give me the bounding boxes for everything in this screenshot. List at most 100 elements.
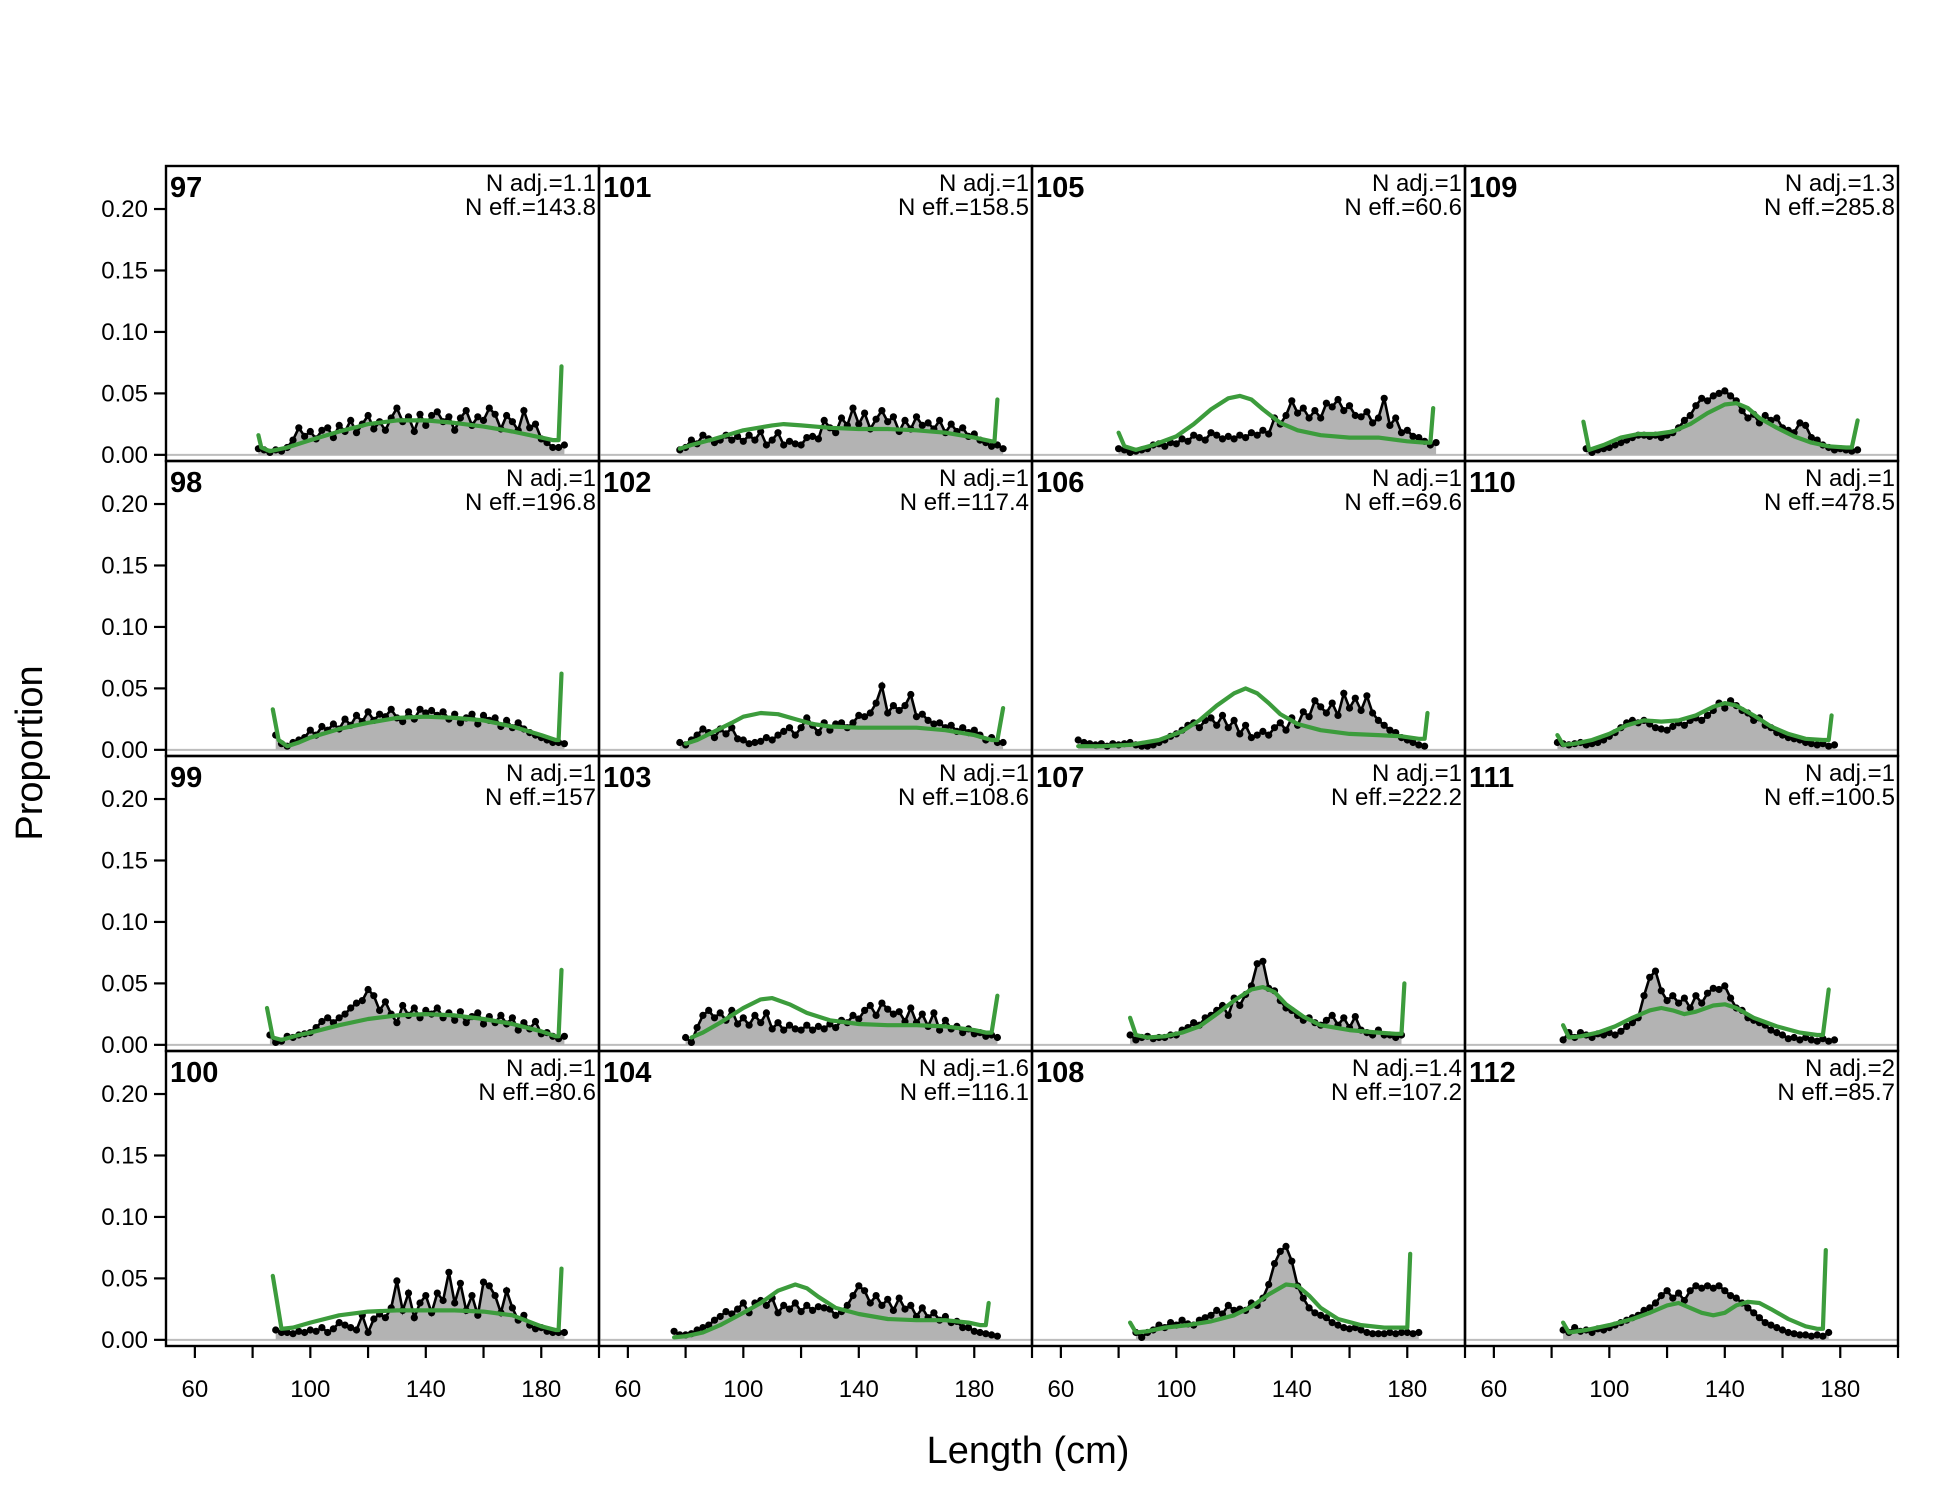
observed-point bbox=[1773, 414, 1781, 422]
observed-point bbox=[837, 719, 846, 727]
observed-point bbox=[1299, 404, 1307, 412]
observed-point bbox=[780, 1026, 788, 1034]
observed-point bbox=[1276, 719, 1284, 727]
observed-point bbox=[451, 426, 459, 434]
observed-point bbox=[1421, 742, 1429, 750]
observed-point bbox=[347, 416, 355, 424]
observed-point bbox=[468, 710, 476, 718]
observed-point bbox=[884, 418, 892, 426]
observed-point bbox=[1784, 1328, 1792, 1337]
observed-point bbox=[1351, 694, 1359, 702]
observed-point bbox=[872, 1292, 880, 1300]
observed-point bbox=[884, 1295, 892, 1303]
observed-point bbox=[1611, 441, 1619, 449]
n-eff-label: N eff.=117.4 bbox=[900, 489, 1029, 516]
observed-point bbox=[1790, 1330, 1798, 1338]
observed-point bbox=[866, 1299, 874, 1307]
observed-point bbox=[1692, 402, 1700, 410]
observed-point bbox=[1796, 1331, 1804, 1339]
panels-group: 97 N adj.=1.1N eff.=143.898 N adj.=1N eff.… bbox=[164, 164, 1900, 1348]
observed-point bbox=[1680, 994, 1688, 1002]
observed-point bbox=[1340, 407, 1348, 415]
n-eff-label: N eff.=222.2 bbox=[1331, 784, 1462, 811]
observed-point bbox=[1663, 1287, 1671, 1295]
n-adj-label: N adj.=2 bbox=[1805, 1055, 1895, 1082]
n-adj-label: N adj.=1 bbox=[939, 760, 1029, 787]
observed-point bbox=[768, 736, 776, 744]
observed-point bbox=[855, 1015, 863, 1023]
observed-point bbox=[381, 998, 389, 1006]
observed-point bbox=[901, 416, 909, 424]
observed-area bbox=[1586, 390, 1858, 455]
observed-point bbox=[1646, 1304, 1654, 1312]
observed-point bbox=[757, 737, 765, 745]
observed-point bbox=[918, 1304, 926, 1312]
observed-point bbox=[1253, 431, 1261, 439]
observed-point bbox=[959, 724, 967, 732]
y-tick-label: 0.00 bbox=[101, 442, 148, 469]
observed-point bbox=[918, 421, 926, 429]
observed-point bbox=[329, 720, 337, 728]
observed-point bbox=[1317, 703, 1325, 711]
observed-point bbox=[497, 1011, 505, 1020]
observed-point bbox=[820, 1304, 828, 1312]
observed-point bbox=[1247, 429, 1255, 437]
observed-point bbox=[1773, 1029, 1781, 1037]
observed-point bbox=[745, 1021, 753, 1029]
observed-point bbox=[1415, 741, 1423, 749]
expected-line bbox=[270, 1266, 564, 1333]
observed-point bbox=[1755, 1314, 1763, 1322]
observed-point bbox=[797, 724, 805, 732]
observed-point bbox=[1224, 724, 1232, 732]
observed-point bbox=[1357, 1326, 1365, 1334]
observed-point bbox=[1334, 711, 1342, 720]
observed-point bbox=[508, 418, 516, 426]
observed-point bbox=[1392, 1330, 1400, 1338]
observed-point bbox=[1218, 711, 1227, 720]
x-tick-label: 180 bbox=[1387, 1376, 1427, 1403]
observed-area bbox=[679, 685, 1004, 750]
observed-point bbox=[1605, 443, 1613, 452]
observed-point bbox=[930, 720, 938, 728]
observed-point bbox=[1415, 434, 1423, 442]
observed-point bbox=[370, 425, 378, 433]
observed-point bbox=[751, 436, 759, 444]
observed-point bbox=[768, 436, 776, 444]
observed-point bbox=[1288, 1257, 1296, 1265]
observed-point bbox=[716, 1312, 724, 1321]
observed-point bbox=[837, 414, 846, 422]
observed-point bbox=[1727, 392, 1735, 400]
observed-point bbox=[1651, 724, 1660, 732]
observed-point bbox=[1178, 435, 1186, 443]
observed-point bbox=[757, 1019, 765, 1027]
observed-point bbox=[1813, 1037, 1821, 1045]
n-eff-label: N eff.=157 bbox=[485, 784, 596, 811]
observed-point bbox=[1692, 1282, 1700, 1290]
observed-point bbox=[814, 729, 823, 737]
x-tick-label: 140 bbox=[1705, 1376, 1745, 1403]
observed-point bbox=[1345, 402, 1354, 410]
observed-point bbox=[1807, 1332, 1815, 1340]
expected-line bbox=[256, 364, 564, 454]
observed-point bbox=[1657, 725, 1665, 733]
observed-point bbox=[722, 730, 730, 738]
observed-point bbox=[699, 1011, 707, 1020]
observed-point bbox=[1201, 1314, 1209, 1322]
observed-point bbox=[1721, 982, 1729, 990]
observed-point bbox=[803, 1301, 811, 1309]
panel-year-label: 99 bbox=[170, 762, 202, 794]
observed-point bbox=[1178, 1316, 1186, 1324]
observed-point bbox=[1819, 1332, 1827, 1340]
observed-point bbox=[1657, 987, 1665, 995]
observed-point bbox=[1340, 1014, 1348, 1022]
observed-point bbox=[1386, 726, 1394, 734]
observed-point bbox=[832, 1311, 840, 1319]
observed-point bbox=[785, 724, 794, 732]
observed-point bbox=[745, 740, 753, 748]
y-tick-label: 0.15 bbox=[101, 257, 148, 284]
x-tick-label: 180 bbox=[1820, 1376, 1860, 1403]
observed-point bbox=[907, 1301, 915, 1309]
observed-point bbox=[889, 1306, 898, 1314]
observed-point bbox=[1074, 736, 1082, 744]
panel-year-label: 100 bbox=[170, 1057, 218, 1089]
